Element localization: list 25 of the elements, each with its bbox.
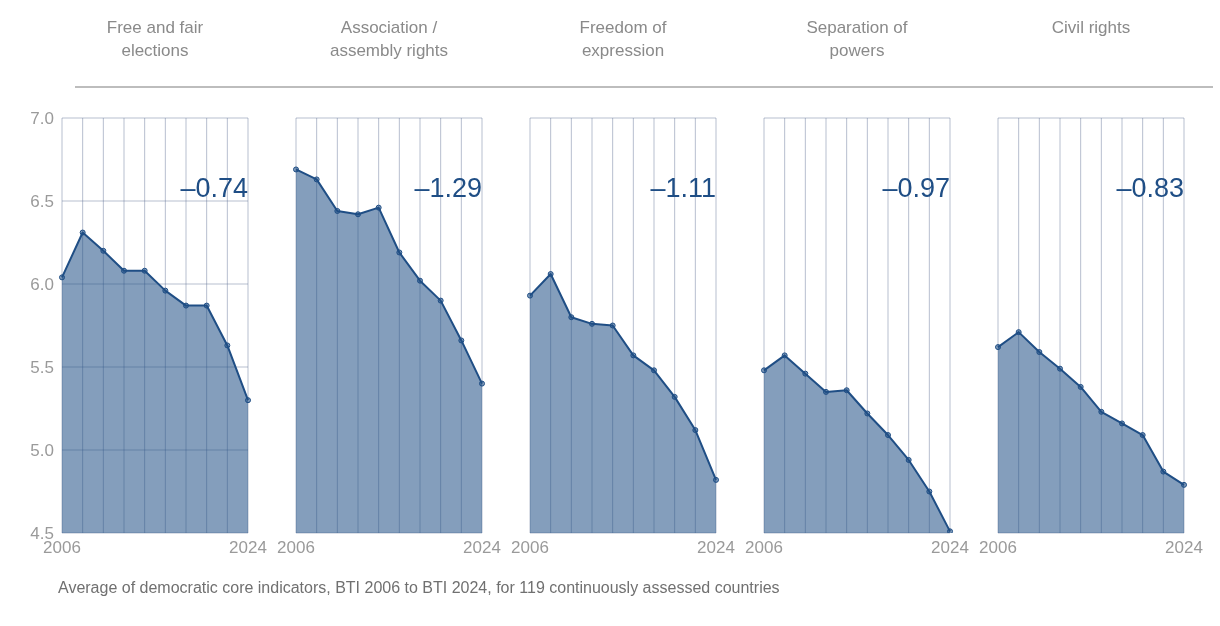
y-tick-label: 6.5 bbox=[30, 192, 54, 212]
annotation: –0.97 bbox=[881, 173, 950, 204]
x-tick-label: 2024 bbox=[931, 538, 969, 558]
chart-title: Separation of powers bbox=[805, 17, 909, 62]
annotation: –1.11 bbox=[649, 173, 716, 204]
annotation: –0.83 bbox=[1115, 173, 1184, 204]
x-tick-label: 2006 bbox=[745, 538, 783, 558]
chart-title: Civil rights bbox=[1051, 17, 1131, 39]
x-tick-label: 2006 bbox=[511, 538, 549, 558]
y-tick-label: 5.5 bbox=[30, 358, 54, 378]
y-tick-label: 7.0 bbox=[30, 109, 54, 129]
y-tick-label: 5.0 bbox=[30, 441, 54, 461]
x-tick-label: 2006 bbox=[277, 538, 315, 558]
x-tick-label: 2006 bbox=[979, 538, 1017, 558]
chart-title: Free and fair elections bbox=[105, 17, 205, 62]
annotation: –1.29 bbox=[413, 173, 482, 204]
chart-title: Freedom of expression bbox=[578, 17, 668, 62]
text: Average of democratic core indicators, BTI 2006 to BTI 2024, for 119 continuously assessed countries bbox=[58, 579, 781, 597]
annotation: –0.74 bbox=[179, 173, 248, 204]
x-tick-label: 2024 bbox=[1165, 538, 1203, 558]
x-tick-label: 2024 bbox=[697, 538, 735, 558]
chart-title: Association / assembly rights bbox=[328, 17, 450, 62]
y-tick-label: 6.0 bbox=[30, 275, 54, 295]
x-tick-label: 2024 bbox=[229, 538, 267, 558]
x-tick-label: 2024 bbox=[463, 538, 501, 558]
